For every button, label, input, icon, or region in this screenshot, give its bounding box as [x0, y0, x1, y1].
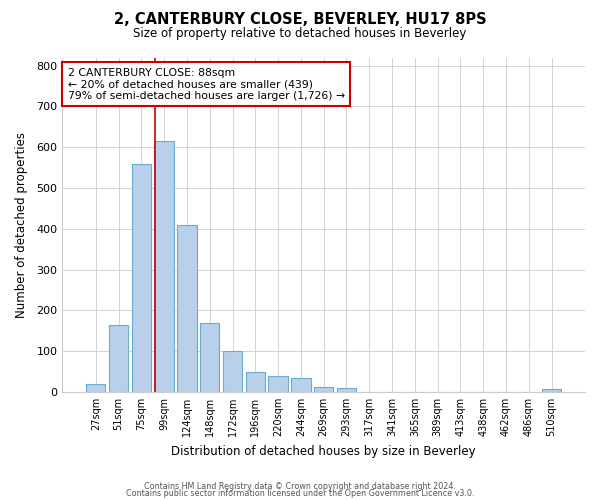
X-axis label: Distribution of detached houses by size in Beverley: Distribution of detached houses by size … — [172, 444, 476, 458]
Text: 2, CANTERBURY CLOSE, BEVERLEY, HU17 8PS: 2, CANTERBURY CLOSE, BEVERLEY, HU17 8PS — [113, 12, 487, 28]
Bar — [177, 224, 197, 392]
Bar — [542, 388, 561, 392]
Bar — [109, 324, 128, 392]
Bar — [245, 372, 265, 392]
Bar — [223, 351, 242, 392]
Bar — [200, 322, 220, 392]
Bar — [337, 388, 356, 392]
Bar — [268, 376, 288, 392]
Y-axis label: Number of detached properties: Number of detached properties — [15, 132, 28, 318]
Bar — [154, 141, 174, 392]
Bar — [314, 386, 334, 392]
Text: 2 CANTERBURY CLOSE: 88sqm
← 20% of detached houses are smaller (439)
79% of semi: 2 CANTERBURY CLOSE: 88sqm ← 20% of detac… — [68, 68, 344, 100]
Text: Contains HM Land Registry data © Crown copyright and database right 2024.: Contains HM Land Registry data © Crown c… — [144, 482, 456, 491]
Text: Contains public sector information licensed under the Open Government Licence v3: Contains public sector information licen… — [126, 490, 474, 498]
Bar — [86, 384, 106, 392]
Text: Size of property relative to detached houses in Beverley: Size of property relative to detached ho… — [133, 28, 467, 40]
Bar — [291, 378, 311, 392]
Bar — [131, 164, 151, 392]
